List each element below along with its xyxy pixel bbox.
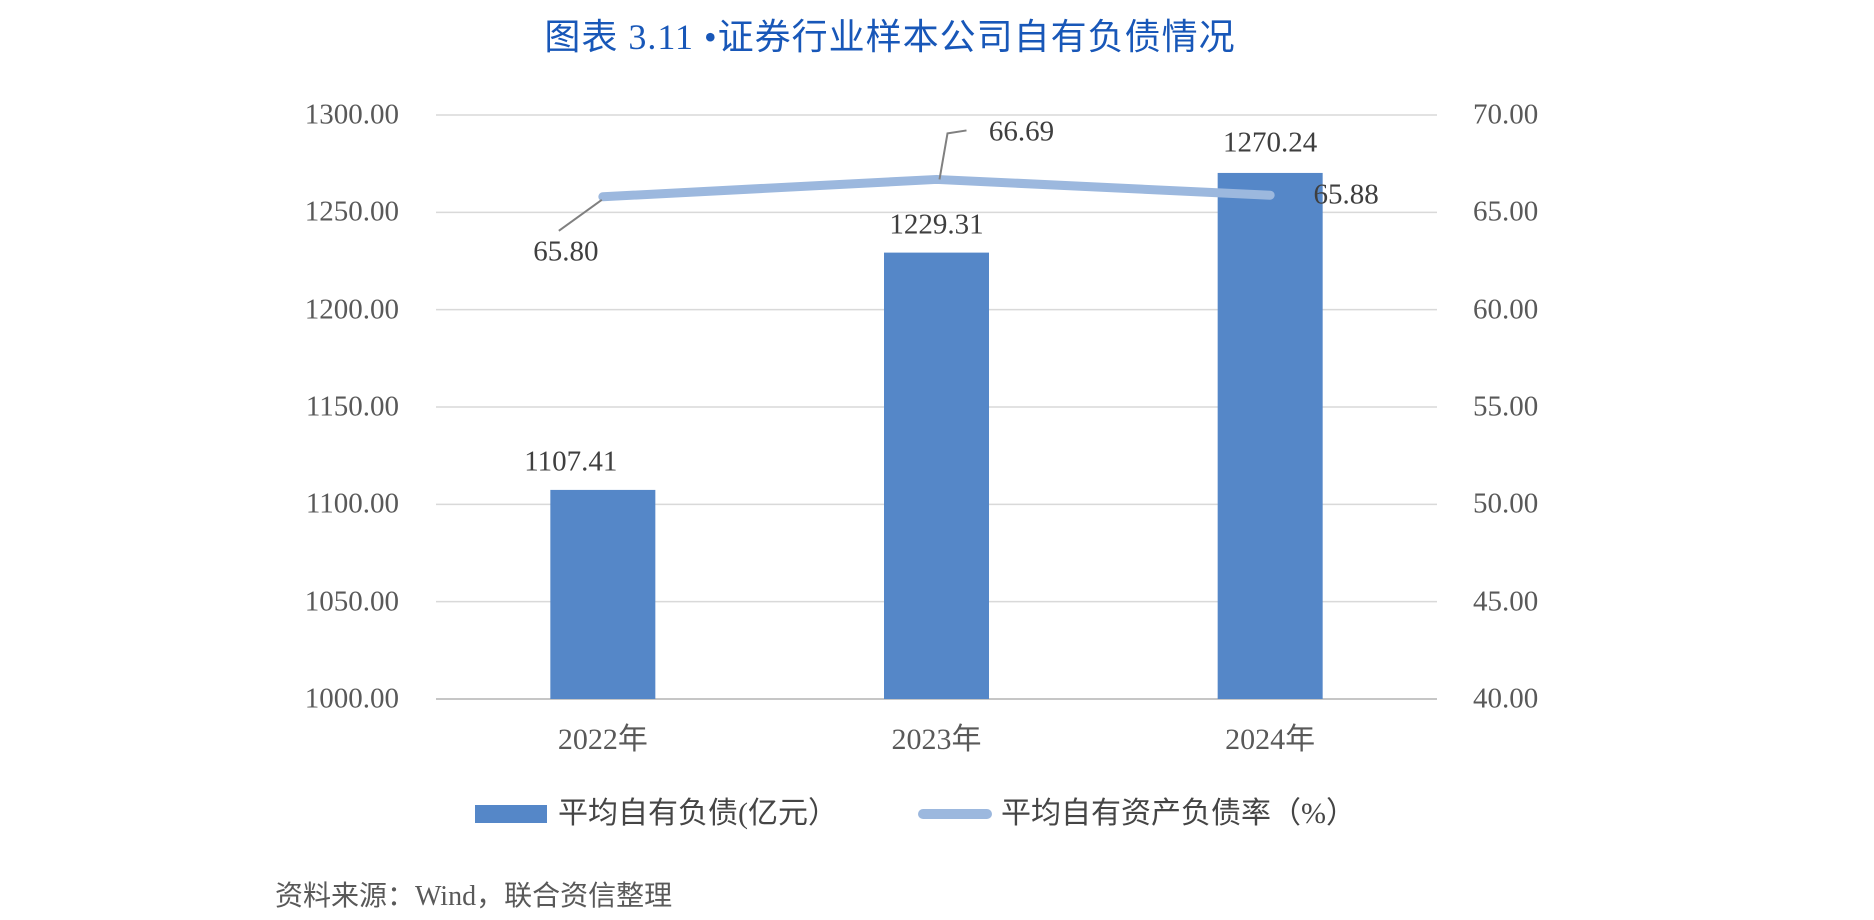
- line-series-path: [598, 174, 1275, 202]
- bar-value-label: 1270.24: [1223, 126, 1318, 159]
- left-axis-tick: 1100.00: [305, 487, 399, 520]
- bar-swatch-icon: [475, 805, 547, 823]
- right-axis-tick: 55.00: [1473, 390, 1539, 423]
- left-axis-tick: 1300.00: [304, 98, 399, 131]
- leader-line: [558, 198, 603, 232]
- left-axis-tick: 1050.00: [304, 585, 399, 618]
- right-axis-tick: 60.00: [1473, 293, 1539, 326]
- category-label: 2024年: [1225, 723, 1316, 756]
- category-label: 2023年: [891, 723, 982, 756]
- right-axis-tick: 70.00: [1473, 98, 1539, 131]
- left-axis-tick: 1000.00: [304, 682, 399, 715]
- bar-value-label: 1107.41: [524, 445, 618, 478]
- left-axis-tick: 1250.00: [304, 195, 399, 228]
- right-axis-tick: 45.00: [1473, 585, 1539, 618]
- chart-title: 图表 3.11 •证券行业样本公司自有负债情况: [544, 17, 1236, 57]
- bar-2023年: [884, 252, 989, 699]
- left-axis-tick: 1200.00: [304, 293, 399, 326]
- leader-line: [938, 129, 967, 180]
- legend-item-bar-series: 平均自有负债(亿元）: [475, 796, 838, 832]
- category-label: 2022年: [557, 723, 648, 756]
- line-value-label: 66.69: [988, 115, 1055, 148]
- legend-item-line-series: 平均自有资产负债率（%）: [918, 796, 1356, 832]
- line-value-label: 65.88: [1313, 178, 1379, 211]
- line-value-label: 65.80: [533, 235, 599, 268]
- legend: 平均自有负债(亿元） 平均自有资产负债率（%）: [0, 796, 1874, 832]
- line-swatch-icon: [918, 809, 992, 819]
- bar-2022年: [550, 489, 656, 699]
- right-axis-tick: 65.00: [1473, 195, 1539, 228]
- bar-2024年: [1217, 172, 1323, 699]
- right-axis-tick: 50.00: [1473, 487, 1539, 520]
- right-axis-tick: 40.00: [1473, 682, 1539, 715]
- legend-item-label: 平均自有资产负债率（%）: [1001, 797, 1356, 830]
- source-note: 资料来源：Wind，联合资信整理: [275, 881, 673, 912]
- legend-item-label: 平均自有负债(亿元）: [558, 797, 838, 830]
- left-axis-tick: 1150.00: [305, 390, 399, 423]
- bar-value-label: 1229.31: [889, 208, 984, 241]
